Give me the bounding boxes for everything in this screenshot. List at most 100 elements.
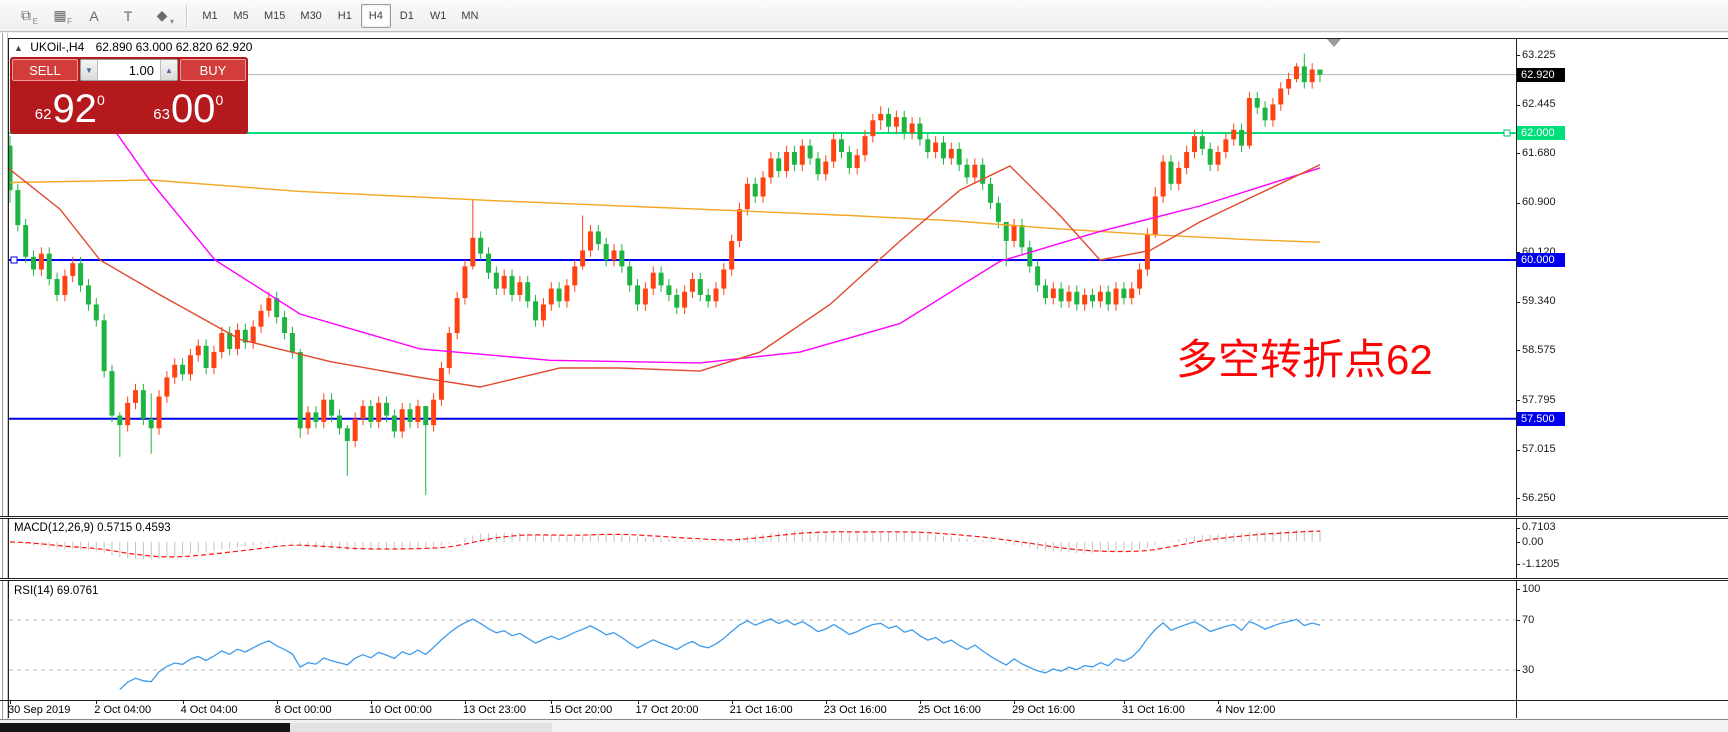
hline-handle: [1503, 129, 1511, 137]
time-axis-label[interactable]: 17 Oct 20:00: [635, 704, 699, 716]
price-axis-separator[interactable]: [1516, 38, 1517, 718]
candle-body: [1011, 225, 1017, 241]
chart-title: ▲ UKOil-,H4 62.890 63.000 62.820 62.920: [14, 40, 252, 54]
price-axis-tick[interactable]: 61.680: [1522, 146, 1556, 159]
time-axis-tickmark: [731, 700, 733, 704]
candle-body: [391, 415, 397, 432]
grid-tool-icon[interactable]: ▦ F: [53, 7, 72, 26]
time-axis-label[interactable]: 8 Oct 00:00: [274, 704, 332, 716]
time-axis-label[interactable]: 21 Oct 16:00: [729, 704, 793, 716]
buy-price-display[interactable]: 63 00 0: [130, 83, 246, 130]
candle-body: [846, 152, 852, 168]
volume-decrease-button[interactable]: ▼: [81, 60, 98, 80]
timeframe-button-m15[interactable]: M15: [264, 9, 286, 22]
text-box-icon[interactable]: T: [123, 7, 133, 24]
time-axis-tickmark: [637, 700, 639, 704]
candle-body: [31, 256, 37, 270]
timeframe-button-m1[interactable]: M1: [202, 9, 218, 22]
rsi-axis-tickmark: [1516, 589, 1520, 590]
candle-body: [1301, 66, 1307, 83]
candle-body: [627, 266, 633, 286]
timeframe-button-m5[interactable]: M5: [233, 9, 249, 22]
candle-body: [587, 231, 593, 251]
time-axis-label[interactable]: 15 Oct 20:00: [549, 704, 613, 716]
text-label-icon[interactable]: A: [89, 7, 99, 24]
candle-body: [893, 117, 899, 127]
candle-body: [305, 412, 311, 429]
shapes-dropdown-icon[interactable]: ◆ ▾: [156, 7, 174, 26]
volume-input[interactable]: 1.00: [128, 62, 154, 78]
time-axis-tickmark: [464, 700, 466, 704]
window-bottom-strip: [0, 719, 1728, 732]
macd-chart[interactable]: [9, 520, 1516, 577]
time-axis-tickmark: [276, 700, 278, 704]
timeframe-button-d1[interactable]: D1: [399, 9, 414, 22]
price-axis-tick[interactable]: 59.340: [1522, 295, 1556, 308]
candle-body: [501, 275, 507, 289]
price-axis-tick[interactable]: 60.900: [1522, 196, 1556, 209]
macd-axis-tick[interactable]: -1.1205: [1522, 557, 1560, 570]
candle-body: [729, 240, 735, 270]
price-axis-tick[interactable]: 56.250: [1522, 491, 1556, 504]
candle-body: [78, 263, 84, 286]
rsi-axis-tick[interactable]: 30: [1522, 663, 1535, 676]
sell-price-display[interactable]: 62 92 0: [12, 83, 128, 130]
candle-body: [674, 294, 680, 308]
candle-body: [1239, 129, 1245, 146]
time-axis-label[interactable]: 4 Oct 04:00: [180, 704, 238, 716]
rsi-axis-tick[interactable]: 70: [1522, 613, 1535, 626]
price-axis-tickmark: [1516, 400, 1520, 402]
sell-button[interactable]: SELL: [12, 59, 78, 81]
timeframe-button-h4[interactable]: H4: [360, 3, 391, 28]
volume-increase-button[interactable]: ▲: [160, 60, 177, 80]
toolbar: ⧉ E ▦ F A T ◆ ▾ M1 M5 M15 M30 H1 H4 D1 W1 MN: [0, 0, 1728, 32]
time-axis-label[interactable]: 25 Oct 16:00: [917, 704, 981, 716]
buy-button[interactable]: BUY: [180, 59, 246, 81]
rsi-chart[interactable]: [9, 582, 1516, 700]
one-click-trading-panel: SELL ▼ 1.00 ▲ BUY 62 92 0 63 00 0: [10, 57, 248, 134]
candle-body: [368, 406, 374, 422]
price-axis-tick[interactable]: 63.225: [1522, 48, 1556, 61]
crosshair-tool-icon[interactable]: ⧉ E: [21, 7, 38, 26]
time-axis-label[interactable]: 13 Oct 23:00: [462, 704, 526, 716]
timeframe-button-w1[interactable]: W1: [429, 9, 447, 22]
macd-axis-tick[interactable]: 0.7103: [1522, 521, 1556, 534]
plot-left-border: [8, 38, 9, 718]
candle-body: [266, 298, 272, 311]
candle-body: [211, 352, 217, 368]
price-axis-tick[interactable]: 62.445: [1522, 98, 1556, 111]
candle-body: [744, 183, 750, 210]
collapse-icon[interactable]: ▲: [14, 43, 23, 53]
price-axis-tick[interactable]: 58.575: [1522, 343, 1556, 356]
rsi-axis-tick[interactable]: 100: [1522, 582, 1541, 595]
time-axis-label[interactable]: 31 Oct 16:00: [1121, 704, 1185, 716]
price-axis-tick[interactable]: 57.015: [1522, 443, 1556, 456]
time-axis-label[interactable]: 2 Oct 04:00: [94, 704, 152, 716]
candle-body: [336, 415, 342, 429]
time-axis-label[interactable]: 30 Sep 2019: [8, 704, 71, 716]
candle-body: [274, 298, 280, 318]
rsi-axis-tickmark: [1516, 670, 1520, 671]
macd-axis-tick[interactable]: 0.00: [1522, 535, 1544, 548]
chart-shift-marker[interactable]: [1327, 39, 1341, 47]
time-axis-label[interactable]: 23 Oct 16:00: [823, 704, 887, 716]
time-axis-label[interactable]: 29 Oct 16:00: [1012, 704, 1076, 716]
timeframe-button-h1[interactable]: H1: [337, 9, 352, 22]
timeframe-button-mn[interactable]: MN: [461, 9, 479, 22]
time-axis-label[interactable]: 4 Nov 12:00: [1216, 704, 1276, 716]
time-axis-label[interactable]: 10 Oct 00:00: [368, 704, 432, 716]
candle-body: [23, 225, 29, 257]
price-axis-tick[interactable]: 57.795: [1522, 393, 1556, 406]
pane-divider-macd[interactable]: [0, 516, 1728, 519]
candle-body: [697, 279, 703, 295]
candle-body: [321, 399, 327, 422]
candle-body: [1144, 234, 1150, 270]
candle-body: [172, 364, 178, 378]
price-chart[interactable]: [9, 39, 1516, 517]
symbol-period-label: UKOil-,H4: [30, 40, 85, 54]
candle-body: [1035, 266, 1041, 286]
pane-divider-rsi[interactable]: [0, 578, 1728, 581]
candle-body: [1254, 98, 1260, 108]
timeframe-button-m30[interactable]: M30: [300, 9, 322, 22]
